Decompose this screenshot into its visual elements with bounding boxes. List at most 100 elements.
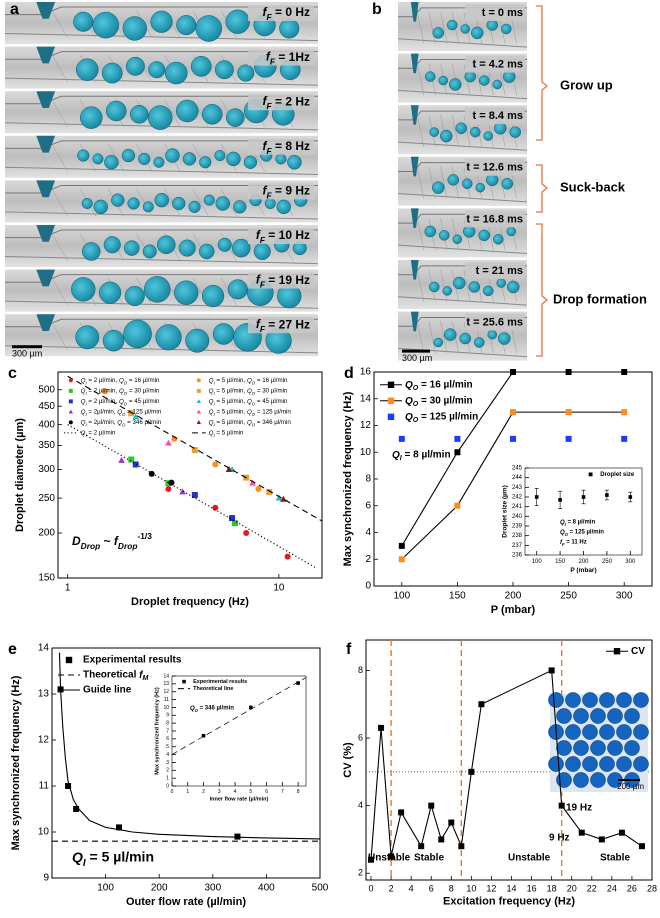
droplet [92,153,104,165]
particle [633,724,649,740]
x-tick-label: 2 [389,883,394,893]
y-tick-label: 245 [512,466,523,472]
droplet [243,155,258,169]
panel-label: b [372,1,382,18]
legend-label: QI = 5 µl/min, QO = 125 µl/min [209,409,292,417]
scale-bar [12,345,42,349]
marker [196,420,202,424]
texture [440,166,448,199]
droplet [276,199,291,215]
particle [582,692,598,708]
nozzle [36,46,56,64]
marker [565,409,572,416]
droplet [203,194,215,206]
y-tick-label: 244 [512,475,523,481]
particle [548,692,564,708]
x-tick-label: 200 [505,591,522,602]
micrograph [4,225,319,267]
y-tick-label: 10 [360,447,372,458]
droplet [487,329,497,340]
series-line [58,652,320,840]
droplet [104,155,119,170]
frame-label: t = 21 ms [476,265,523,277]
nozzle [410,105,419,125]
channel-wall [397,141,528,151]
marker [191,447,198,454]
droplet [178,239,196,257]
droplet [493,234,504,245]
texture [428,166,436,199]
marker [438,836,445,843]
nozzle [36,269,56,287]
y-tick-label: 8 [358,665,363,675]
marker [225,466,233,473]
droplet [462,178,473,189]
droplet [215,60,234,80]
marker [458,843,465,850]
particle [565,692,581,708]
x-tick-label: 250 [602,559,613,565]
marker [191,492,198,499]
series-line [172,677,306,755]
droplet [188,200,201,213]
x-tick-label: 500 [312,883,329,894]
droplet [475,182,485,193]
marker [558,498,562,502]
y-tick-label: 1 [166,775,169,781]
annotation: QI = 5 µl/min [72,849,154,869]
x-tick-label: 200 [151,883,168,894]
marker [598,836,605,843]
droplet [76,58,99,81]
label-bg [248,49,314,66]
marker [165,439,172,446]
texture [440,321,448,354]
droplet [440,129,453,143]
marker [628,495,633,499]
x-tick-label: 300 [204,883,221,894]
micrograph [4,180,319,223]
droplet [202,284,225,308]
x-tick-label: 0 [171,789,174,795]
marker [618,829,625,836]
droplet [73,11,94,32]
droplet [498,332,511,345]
marker [638,843,645,850]
x-tick-label: 1 [186,789,189,795]
annotation: Stable [600,853,630,864]
chart: 100 150 200 250 300 236 237 238 239 240 241 242 243 2… [502,466,643,574]
particle [607,740,623,756]
marker [565,369,572,375]
droplet [176,99,199,123]
droplet [444,328,457,341]
annotation: QI = 8 µl/min [560,520,595,527]
marker [255,486,262,493]
y-tick-label: 14 [38,643,50,654]
texture [417,166,425,199]
x-tick-label: 2 [202,789,205,795]
label-bg [248,138,314,155]
marker [68,378,73,383]
marker [212,504,219,511]
annotation: QO = 125 µl/min [560,530,604,537]
droplet [442,286,452,296]
marker [128,456,135,463]
particle [565,724,581,740]
particle [616,756,632,772]
marker [101,388,108,395]
droplet [496,278,506,288]
nozzle [36,225,56,242]
nozzle [410,260,419,280]
legend-label: QO = 125 µl/min [405,411,478,424]
droplet [449,78,462,91]
x-tick-label: 5 [249,789,252,795]
legend-label: QI = 5 µl/min, QO = 45 µl/min [209,398,288,406]
marker [165,486,172,493]
droplet [126,56,145,76]
bracket [536,223,549,357]
y-tick-label: 450 [38,401,55,412]
marker [588,472,593,477]
particle [573,740,589,756]
